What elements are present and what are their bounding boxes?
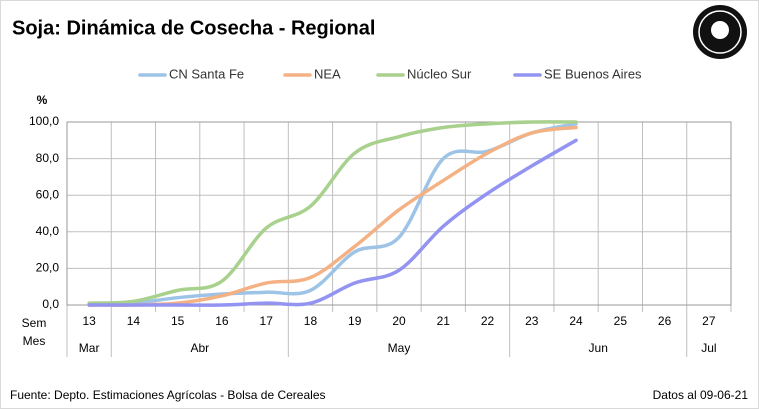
y-tick-label: 20,0 (36, 261, 60, 275)
series-line (87, 120, 578, 305)
source: Fuente: Depto. Estimaciones Agrícolas - … (10, 388, 326, 402)
month-label: Abr (190, 341, 209, 355)
x-tick-label: 18 (304, 314, 318, 328)
chart-title: Soja: Dinámica de Cosecha - Regional (12, 17, 375, 39)
legend-label: CN Santa Fe (169, 66, 244, 81)
x-tick-label: 23 (525, 314, 539, 328)
x-tick-label: 19 (348, 314, 362, 328)
y-tick-label: 80,0 (36, 151, 60, 165)
series-line (87, 138, 578, 307)
x-tick-label: 13 (82, 314, 96, 328)
x-tick-label: 17 (260, 314, 274, 328)
legend-label: NEA (314, 66, 341, 81)
x-tick-label: 27 (702, 314, 716, 328)
x-tick-label: 26 (658, 314, 672, 328)
y-axis-label: % (37, 93, 48, 107)
month-label: Jun (589, 341, 608, 355)
date-note: Datos al 09-06-21 (653, 388, 749, 402)
x-tick-label: 14 (127, 314, 141, 328)
y-tick-label: 100,0 (29, 114, 59, 128)
x-tick-label: 22 (481, 314, 495, 328)
month-label: Mar (79, 341, 100, 355)
legend-label: Núcleo Sur (407, 66, 472, 81)
month-label: Jul (701, 341, 716, 355)
x-tick-label: 20 (392, 314, 406, 328)
row-label: Mes (23, 334, 46, 348)
y-tick-label: 0,0 (42, 297, 59, 311)
x-tick-label: 15 (171, 314, 185, 328)
x-tick-label: 24 (569, 314, 583, 328)
logo (693, 5, 747, 59)
legend-label: SE Buenos Aires (544, 66, 642, 81)
x-tick-label: 16 (215, 314, 229, 328)
y-tick-label: 60,0 (36, 187, 60, 201)
x-tick-label: 21 (437, 314, 451, 328)
month-label: May (388, 341, 411, 355)
x-tick-label: 25 (614, 314, 628, 328)
plot-border (66, 121, 732, 306)
y-tick-label: 40,0 (36, 224, 60, 238)
row-label: Sem (22, 316, 47, 330)
